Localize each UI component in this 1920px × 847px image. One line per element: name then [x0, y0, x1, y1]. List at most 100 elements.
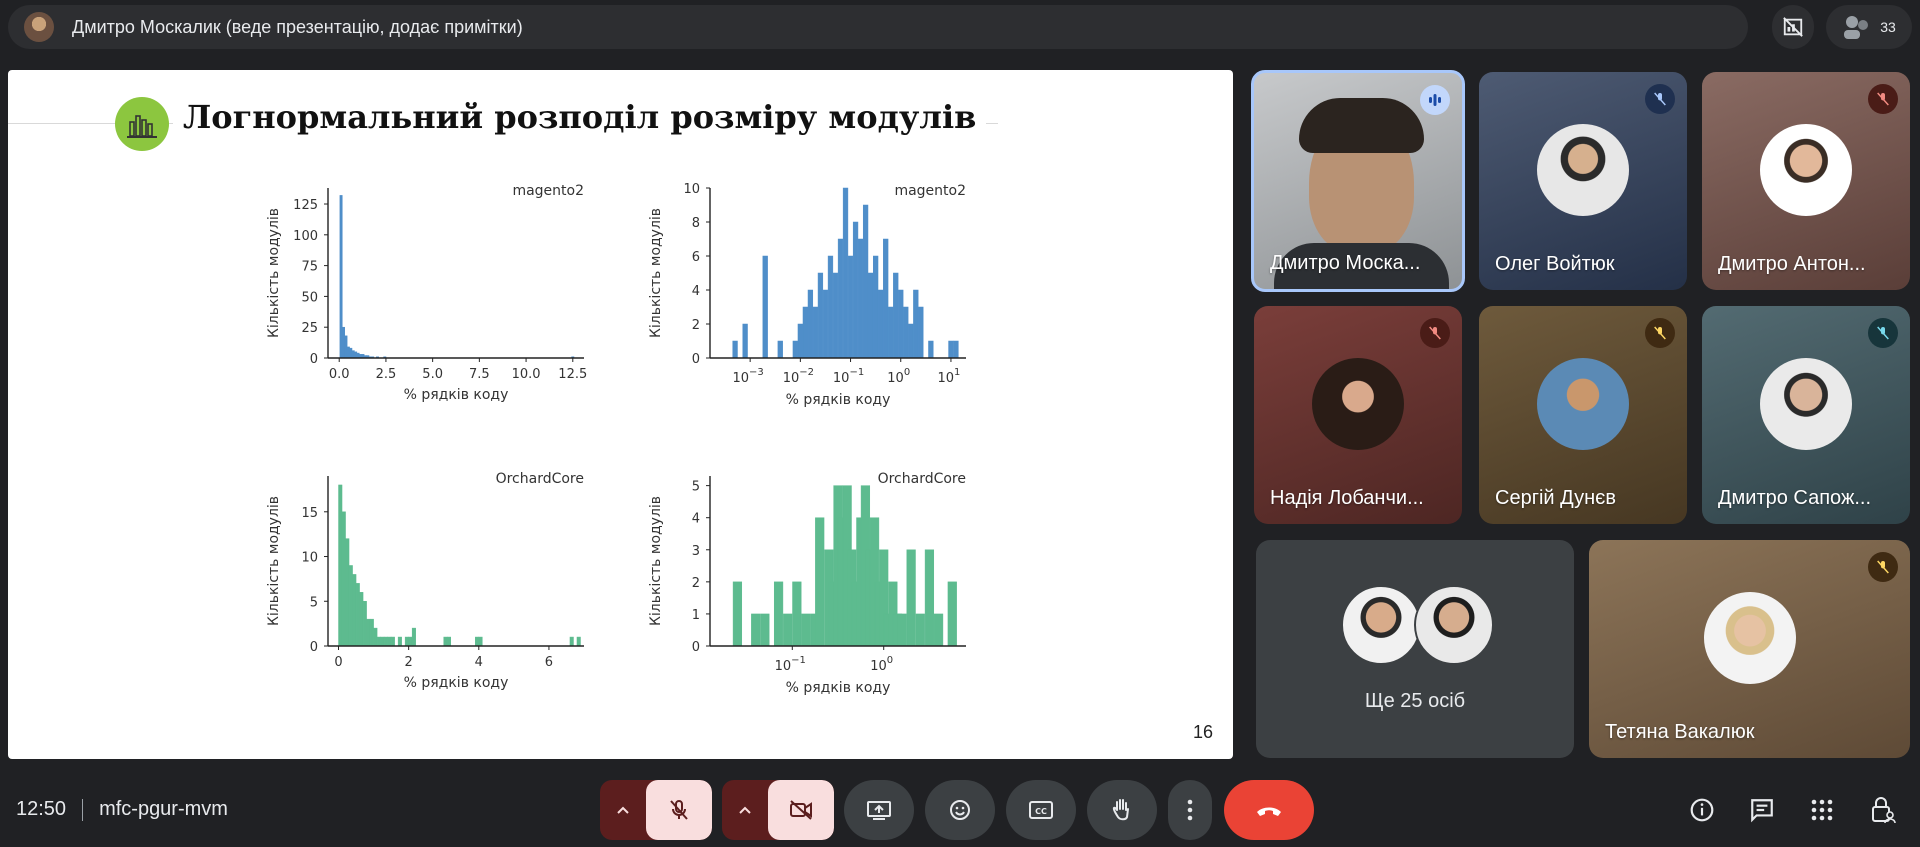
- histogram-bar: [376, 636, 381, 647]
- mic-off-icon: [1420, 318, 1450, 348]
- x-tick-label: 10−3: [733, 367, 764, 386]
- x-tick-label: 0: [334, 655, 342, 670]
- tile-participant[interactable]: Олег Войтюк: [1479, 72, 1687, 290]
- info-icon: [1690, 798, 1714, 822]
- clock: 12:50: [16, 798, 67, 820]
- x-tick-label: 100: [870, 655, 893, 674]
- meeting-code: mfc-pgur-mvm: [99, 798, 228, 820]
- participant-name: Дмитро Антон...: [1718, 253, 1866, 275]
- camera-options-button[interactable]: [722, 780, 768, 840]
- y-tick-label: 125: [293, 198, 318, 213]
- histogram-bar: [338, 484, 343, 647]
- present-screen-button[interactable]: [844, 780, 914, 840]
- host-controls-button[interactable]: [1868, 795, 1898, 825]
- histogram-bar: [742, 323, 748, 359]
- histogram-bar: [777, 340, 783, 359]
- more-options-button[interactable]: [1168, 780, 1212, 840]
- leave-call-button[interactable]: [1224, 780, 1314, 840]
- y-tick-label: 1: [692, 608, 700, 623]
- histogram-bar: [783, 613, 793, 647]
- histogram-bar: [906, 549, 916, 647]
- x-tick-label: 12.5: [558, 367, 587, 382]
- x-tick-label: 10−2: [783, 367, 814, 386]
- tile-participant[interactable]: Надія Лобанчи...: [1254, 306, 1462, 524]
- emoji-icon: [950, 800, 970, 820]
- avatar: [1341, 585, 1421, 665]
- histogram-bar: [928, 340, 934, 359]
- histogram-bar: [867, 272, 874, 359]
- histogram-bar: [913, 289, 919, 359]
- histogram-bar: [760, 613, 770, 647]
- raise-hand-button[interactable]: [1087, 780, 1157, 840]
- histogram-bar: [883, 238, 889, 359]
- histogram-bar: [897, 613, 907, 647]
- histogram-bar: [832, 272, 839, 359]
- tile-speaker[interactable]: Дмитро Моска...: [1251, 70, 1465, 292]
- mic-control[interactable]: [600, 780, 712, 840]
- histogram-bar: [924, 549, 935, 647]
- histogram-bar: [342, 326, 345, 359]
- x-tick-label: 4: [475, 655, 483, 670]
- subplot-title: magento2: [512, 183, 584, 199]
- histogram-bar: [404, 636, 409, 647]
- speaker-hair: [1299, 98, 1424, 153]
- histogram-bar: [732, 581, 743, 647]
- slide-number: 16: [1192, 722, 1213, 742]
- presenter-bar[interactable]: Дмитро Москалик (веде презентацію, додає…: [8, 5, 1748, 49]
- histogram-bar: [732, 340, 738, 359]
- activities-button[interactable]: [1807, 795, 1837, 825]
- histogram-bar: [918, 306, 924, 359]
- histogram-bar: [847, 255, 854, 359]
- camera-control[interactable]: [722, 780, 834, 840]
- lock-person-icon: [1872, 797, 1896, 824]
- participant-name: Олег Войтюк: [1495, 253, 1615, 275]
- raise-hand-icon: [1112, 799, 1129, 821]
- y-tick-label: 4: [692, 284, 700, 299]
- more-vert-icon: [1187, 799, 1193, 821]
- chat-button[interactable]: [1747, 795, 1777, 825]
- avatar: [1537, 123, 1629, 216]
- y-tick-label: 8: [692, 216, 700, 231]
- histogram-bar: [354, 351, 358, 359]
- tile-participant[interactable]: Сергій Дунєв: [1479, 306, 1687, 524]
- tile-participant[interactable]: Дмитро Сапож...: [1702, 306, 1910, 524]
- presentation-slide: Логнормальний розподіл розміру модулів 0…: [8, 70, 1233, 759]
- y-axis-label: Кількість модулів: [648, 208, 664, 338]
- chat-icon: [1751, 799, 1773, 823]
- histogram-bar: [411, 627, 416, 647]
- histogram-bar: [390, 636, 395, 647]
- camera-toggle-button[interactable]: [768, 780, 834, 840]
- x-tick-label: 10−1: [775, 655, 806, 674]
- captions-button[interactable]: CC: [1006, 780, 1076, 840]
- no-camera-button[interactable]: [1772, 5, 1814, 49]
- chevron-up-icon: [739, 806, 751, 814]
- histogram-bar: [797, 323, 803, 359]
- participants-button[interactable]: 33: [1826, 5, 1912, 49]
- mic-options-button[interactable]: [600, 780, 646, 840]
- histogram-bar: [446, 636, 451, 647]
- meeting-details-button[interactable]: [1687, 795, 1717, 825]
- histogram-bar: [802, 306, 809, 359]
- mic-off-icon: [1868, 84, 1898, 114]
- x-tick-label: 10−1: [833, 367, 864, 386]
- histogram-bar: [815, 517, 825, 647]
- tile-participant[interactable]: Тетяна Вакалюк: [1589, 540, 1910, 758]
- x-tick-label: 5.0: [422, 367, 443, 382]
- y-tick-label: 0: [310, 352, 318, 367]
- present-screen-icon: [867, 801, 891, 820]
- y-tick-label: 0: [692, 640, 700, 655]
- histogram-bar: [369, 618, 374, 647]
- mic-toggle-button[interactable]: [646, 780, 712, 840]
- y-axis-label: Кількість модулів: [648, 496, 664, 626]
- y-tick-label: 15: [301, 506, 318, 521]
- participant-name: Дмитро Сапож...: [1718, 487, 1871, 509]
- tile-participant[interactable]: Дмитро Антон...: [1702, 72, 1910, 290]
- histogram-bar: [362, 601, 367, 647]
- histogram-magento2-log: 0 2 4 6 8 10 10−3 10−2 10−1 100 101 magento2 % рядкі…: [648, 182, 966, 408]
- tile-more-participants[interactable]: Ще 25 осіб: [1256, 540, 1574, 758]
- histogram-bar: [576, 636, 581, 647]
- histogram-bar: [475, 636, 480, 647]
- histogram-bar: [947, 581, 957, 647]
- reactions-button[interactable]: [925, 780, 995, 840]
- x-tick-label: 0.0: [329, 367, 350, 382]
